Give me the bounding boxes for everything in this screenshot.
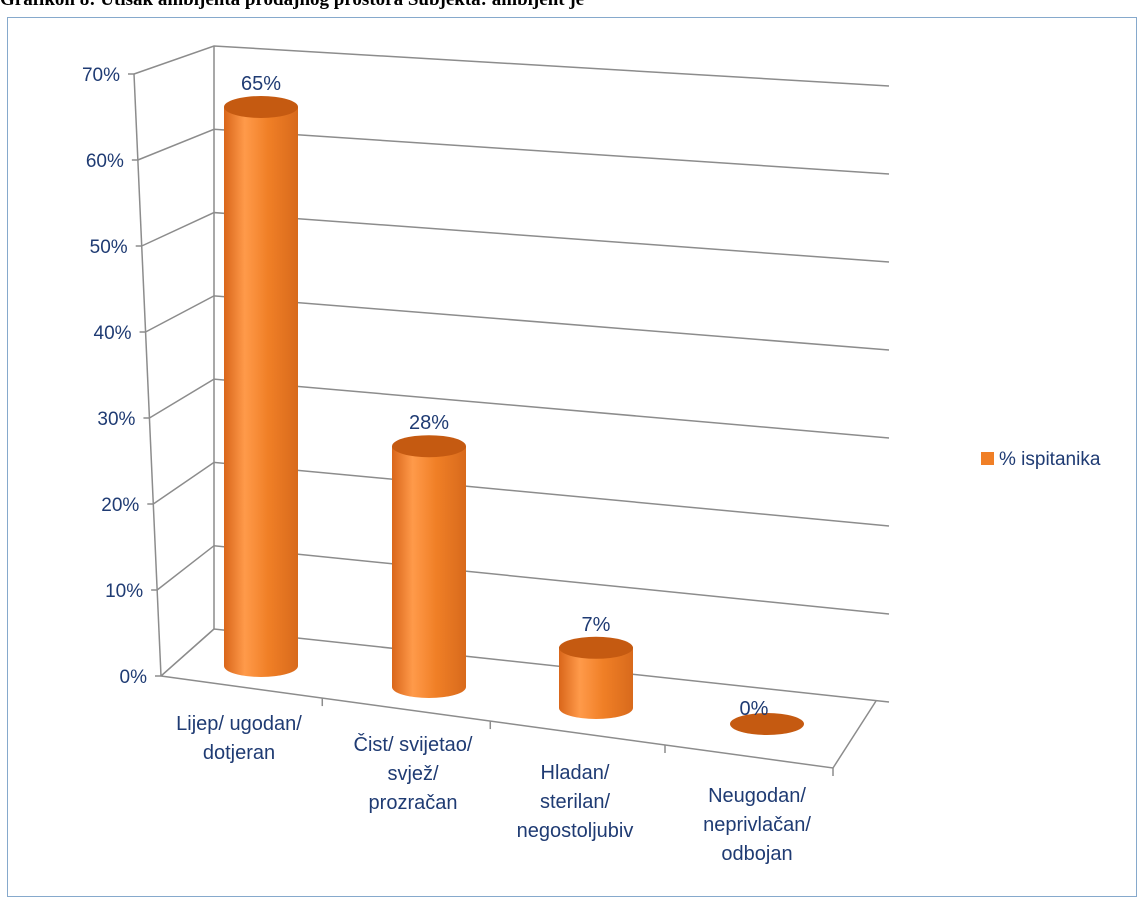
y-tick-label: 10%	[105, 581, 143, 602]
y-tick-label: 70%	[82, 65, 120, 86]
legend-swatch	[981, 452, 994, 465]
data-label: 65%	[241, 73, 281, 95]
category-label: Hladan/sterilan/negostoljubiv	[517, 762, 634, 842]
y-tick-label: 30%	[97, 409, 135, 430]
bar: 65%	[224, 73, 298, 677]
gridline	[156, 544, 890, 615]
category-label-line: prozračan	[369, 792, 458, 814]
category-label-line: odbojan	[721, 843, 792, 865]
bar-body	[224, 107, 298, 677]
gridline	[137, 128, 890, 175]
gridline	[149, 378, 890, 439]
chart-area: 0% 10% 20% 30% 40% 50% 60% 70% 65% 28% 7% 0% Lijep…	[7, 17, 1137, 897]
category-label-line: Hladan/	[541, 762, 610, 784]
bar-top	[224, 96, 298, 118]
bar: 0%	[730, 698, 804, 735]
y-tick-label: 60%	[86, 151, 124, 172]
category-label-line: neprivlačan/	[703, 814, 811, 836]
category-label-line: dotjeran	[203, 742, 275, 764]
category-label-line: Neugodan/	[708, 785, 806, 807]
y-tick-label: 20%	[101, 495, 139, 516]
gridline	[160, 628, 890, 703]
gridline	[141, 211, 890, 263]
y-tick-label: 40%	[94, 323, 132, 344]
category-label-line: svjež/	[387, 763, 439, 785]
gridline	[152, 461, 890, 527]
bar-chart: 0% 10% 20% 30% 40% 50% 60% 70% 65% 28% 7% 0% Lijep…	[82, 45, 1101, 865]
bar-top	[730, 713, 804, 735]
gridline	[145, 295, 890, 351]
legend-label: % ispitanika	[999, 449, 1101, 470]
bar-top	[559, 636, 633, 659]
data-label: 0%	[740, 698, 769, 720]
bar-body	[392, 446, 466, 698]
category-label: Čist/ svijetao/svjež/prozračan	[354, 733, 473, 814]
chart-caption: Grafikon 8: Utisak ambijenta prodajnog p…	[0, 0, 1142, 9]
gridline	[133, 45, 890, 87]
bar-top	[392, 435, 466, 458]
category-label: Neugodan/neprivlačan/odbojan	[703, 785, 811, 865]
category-label-line: Čist/ svijetao/	[354, 733, 473, 756]
category-label-line: sterilan/	[540, 791, 610, 813]
data-label: 28%	[409, 412, 449, 434]
y-tick-label: 0%	[120, 667, 148, 688]
data-label: 7%	[582, 614, 611, 636]
bar: 28%	[392, 412, 466, 698]
category-label-line: negostoljubiv	[517, 820, 634, 842]
legend: % ispitanika	[981, 449, 1101, 470]
y-axis-line	[133, 73, 162, 677]
bar-body	[559, 647, 633, 719]
category-label-line: Lijep/ ugodan/	[176, 713, 302, 735]
y-tick-label: 50%	[90, 237, 128, 258]
bar: 7%	[559, 614, 633, 719]
category-label: Lijep/ ugodan/dotjeran	[176, 713, 302, 764]
